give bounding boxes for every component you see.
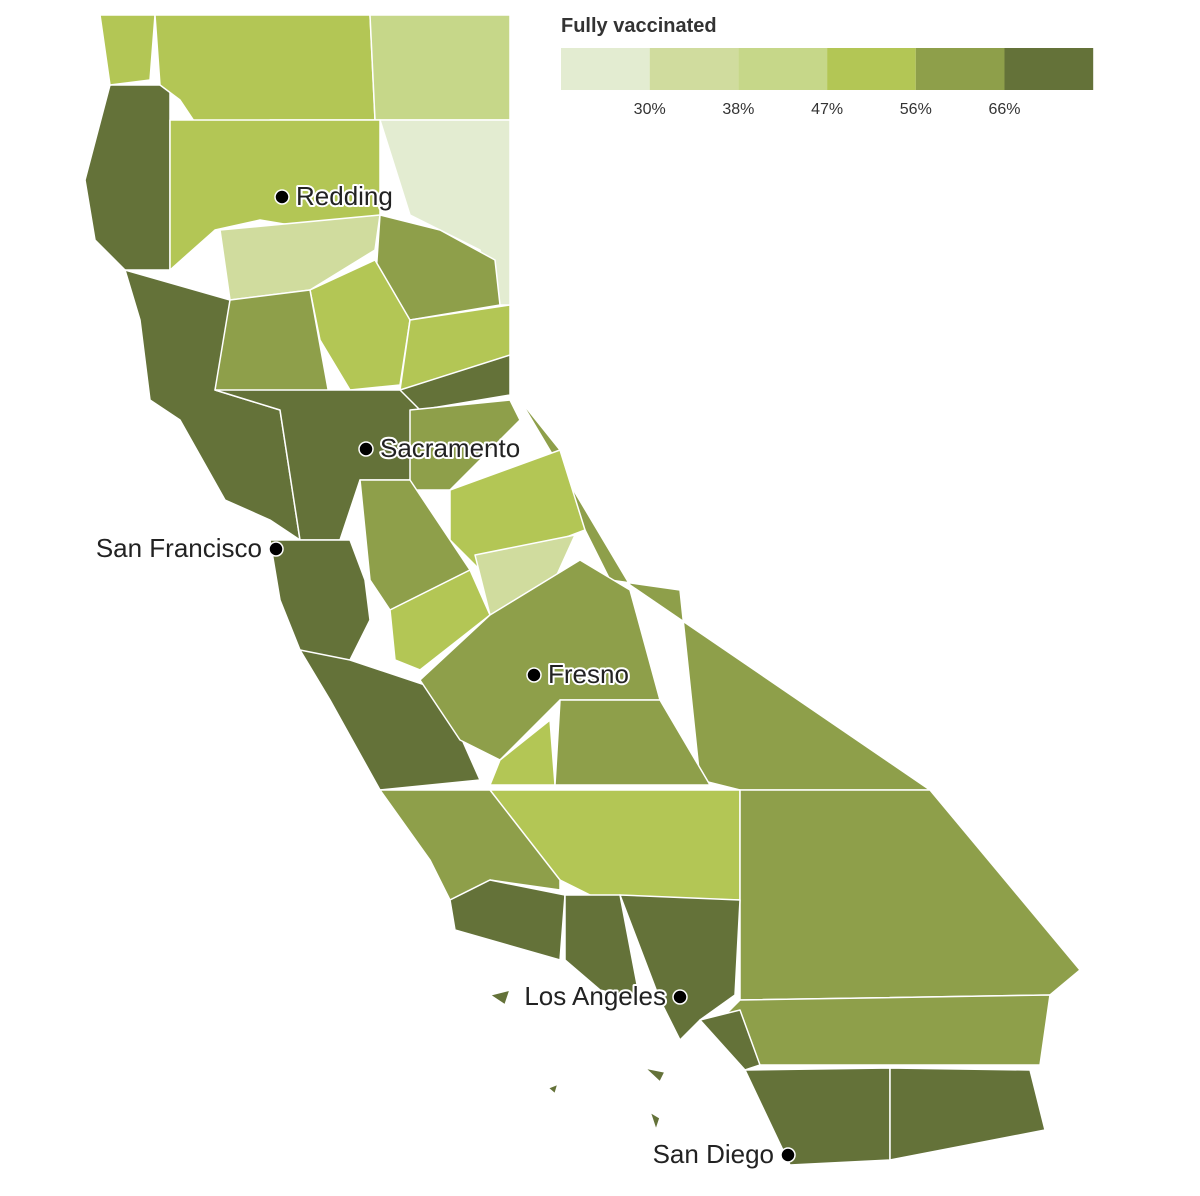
county	[649, 1111, 661, 1131]
county	[99, 14, 156, 86]
county	[419, 559, 661, 761]
legend-tick-label: 47%	[811, 101, 843, 118]
legend-swatch	[561, 48, 650, 90]
city-label: Fresno	[548, 659, 629, 689]
city-dot	[672, 989, 688, 1005]
legend-swatch	[1004, 48, 1094, 90]
county	[84, 84, 171, 271]
county	[379, 789, 561, 901]
county	[739, 789, 1081, 1001]
city-label: San Francisco	[96, 533, 262, 563]
legend-swatch	[915, 48, 1005, 90]
city-label: Los Angeles	[524, 981, 666, 1011]
legend-tick-label: 56%	[900, 101, 932, 118]
county	[489, 989, 511, 1006]
legend: Fully vaccinated 30% 38% 47% 56% 66%	[561, 15, 1094, 118]
city-label: Redding	[296, 181, 393, 211]
legend-tick-label: 30%	[634, 101, 666, 118]
cities: Redding Sacramento San Francisco Fresno Los …	[94, 179, 796, 1171]
county	[554, 699, 711, 786]
legend-swatch	[827, 48, 916, 90]
county	[449, 879, 566, 961]
county	[699, 1009, 761, 1071]
county	[389, 569, 491, 671]
legend-title: Fully vaccinated	[561, 15, 717, 37]
county	[124, 269, 301, 541]
county	[219, 214, 381, 301]
county	[644, 1067, 666, 1083]
county	[889, 1067, 1046, 1161]
county	[719, 994, 1051, 1066]
county	[564, 894, 641, 1001]
city-dot	[268, 541, 284, 557]
city-dot	[274, 189, 290, 205]
city-label: San Diego	[653, 1139, 774, 1169]
legend-swatch	[738, 48, 828, 90]
city-dot	[526, 667, 542, 683]
city-label: Sacramento	[380, 433, 520, 463]
legend-swatch	[649, 48, 739, 90]
county	[547, 1083, 559, 1095]
legend-tick-label: 38%	[722, 101, 754, 118]
legend-tick-label: 66%	[988, 101, 1020, 118]
county	[299, 649, 481, 791]
county	[409, 399, 521, 491]
counties	[84, 14, 1081, 1166]
county	[369, 14, 511, 121]
city-dot	[780, 1147, 796, 1163]
city-dot	[358, 441, 374, 457]
